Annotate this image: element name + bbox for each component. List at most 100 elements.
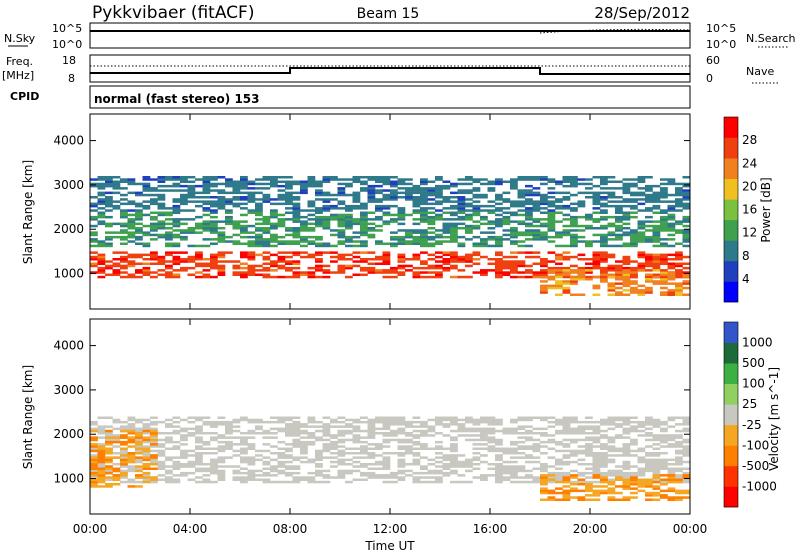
velocity-cell <box>397 420 406 424</box>
power-cell <box>255 269 263 272</box>
velocity-cell <box>450 445 458 448</box>
power-cell <box>330 215 338 219</box>
velocity-cell <box>660 445 668 448</box>
power-cell <box>292 260 301 263</box>
velocity-cell <box>390 423 398 426</box>
power-cell <box>390 176 398 179</box>
power-cell <box>202 182 211 186</box>
velocity-cell <box>682 418 691 422</box>
power-cell <box>600 273 608 276</box>
velocity-cell <box>345 447 353 450</box>
power-cell <box>570 264 578 268</box>
velocity-cell <box>547 496 556 499</box>
velocity-cell <box>450 429 458 433</box>
power-cell <box>232 220 241 223</box>
power-cell <box>285 233 293 237</box>
velocity-cell <box>375 432 383 435</box>
power-cell <box>112 176 121 179</box>
velocity-cell <box>615 418 623 422</box>
power-cell <box>532 231 541 234</box>
power-cell <box>667 271 676 274</box>
velocity-cell <box>397 418 406 422</box>
velocity-cell <box>90 449 98 453</box>
velocity-cell <box>277 440 286 444</box>
velocity-cell <box>195 416 203 419</box>
velocity-cell <box>562 438 571 442</box>
velocity-cell <box>120 463 128 466</box>
power-cell <box>525 209 533 212</box>
power-cell <box>442 240 451 243</box>
power-cell <box>307 213 316 217</box>
velocity-cell <box>412 425 421 428</box>
power-cell <box>232 273 241 276</box>
velocity-cell <box>562 443 571 446</box>
power-cell <box>150 211 158 214</box>
power-cell <box>450 222 458 226</box>
velocity-cell <box>225 445 233 448</box>
velocity-cell <box>330 452 338 455</box>
velocity-cell <box>292 420 301 424</box>
power-cell <box>255 211 263 214</box>
velocity-cell <box>465 420 473 424</box>
power-cell <box>442 258 451 261</box>
velocity-cell <box>427 447 436 450</box>
power-cell <box>480 238 488 241</box>
velocity-cell <box>97 471 106 475</box>
power-cell <box>225 220 233 223</box>
velocity-cell <box>585 416 593 419</box>
velocity-cell <box>90 423 98 426</box>
power-cell <box>97 275 106 279</box>
velocity-cell <box>150 445 158 448</box>
velocity-cell <box>255 432 263 435</box>
power-cell <box>645 264 653 268</box>
velocity-cell <box>682 429 691 433</box>
velocity-cell <box>637 489 646 493</box>
velocity-cell <box>525 436 533 439</box>
power-cell <box>562 231 571 234</box>
power-cell <box>555 198 563 201</box>
power-cell <box>300 189 308 192</box>
velocity-cell <box>217 460 226 464</box>
velocity-cell <box>577 420 586 424</box>
power-cell <box>525 271 533 274</box>
velocity-cell <box>210 465 218 468</box>
power-cell <box>450 255 458 259</box>
velocity-cell <box>592 429 601 433</box>
velocity-cell <box>652 485 661 488</box>
velocity-cell <box>367 463 376 466</box>
power-cell <box>570 240 578 243</box>
power-cell <box>645 193 653 197</box>
velocity-cell <box>202 416 211 419</box>
power-cell <box>375 242 383 245</box>
velocity-cell <box>405 445 413 448</box>
velocity-cell <box>585 432 593 435</box>
power-cell <box>232 184 241 188</box>
power-cell <box>262 255 271 259</box>
power-cell <box>675 187 683 190</box>
power-cell <box>667 178 676 181</box>
power-cell <box>180 222 188 226</box>
power-cell <box>390 180 398 183</box>
velocity-cell <box>195 452 203 455</box>
velocity-cell <box>397 458 406 462</box>
power-cell <box>322 180 331 183</box>
power-cell <box>157 227 166 230</box>
power-cell <box>667 275 676 279</box>
velocity-cell <box>300 456 308 459</box>
velocity-cell <box>157 438 166 442</box>
power-cell <box>285 191 293 195</box>
velocity-cell <box>540 487 548 490</box>
power-cell <box>397 255 406 259</box>
power-cell <box>292 182 301 186</box>
power-cell <box>150 189 158 192</box>
power-cell <box>292 229 301 232</box>
power-cell <box>165 273 173 276</box>
power-cell <box>435 218 443 221</box>
velocity-cell <box>382 432 391 435</box>
power-cell <box>682 224 691 228</box>
velocity-cell <box>465 460 473 464</box>
velocity-cell <box>247 458 256 462</box>
power-cell <box>525 229 533 232</box>
power-cell <box>600 253 608 257</box>
velocity-cell <box>360 463 368 466</box>
